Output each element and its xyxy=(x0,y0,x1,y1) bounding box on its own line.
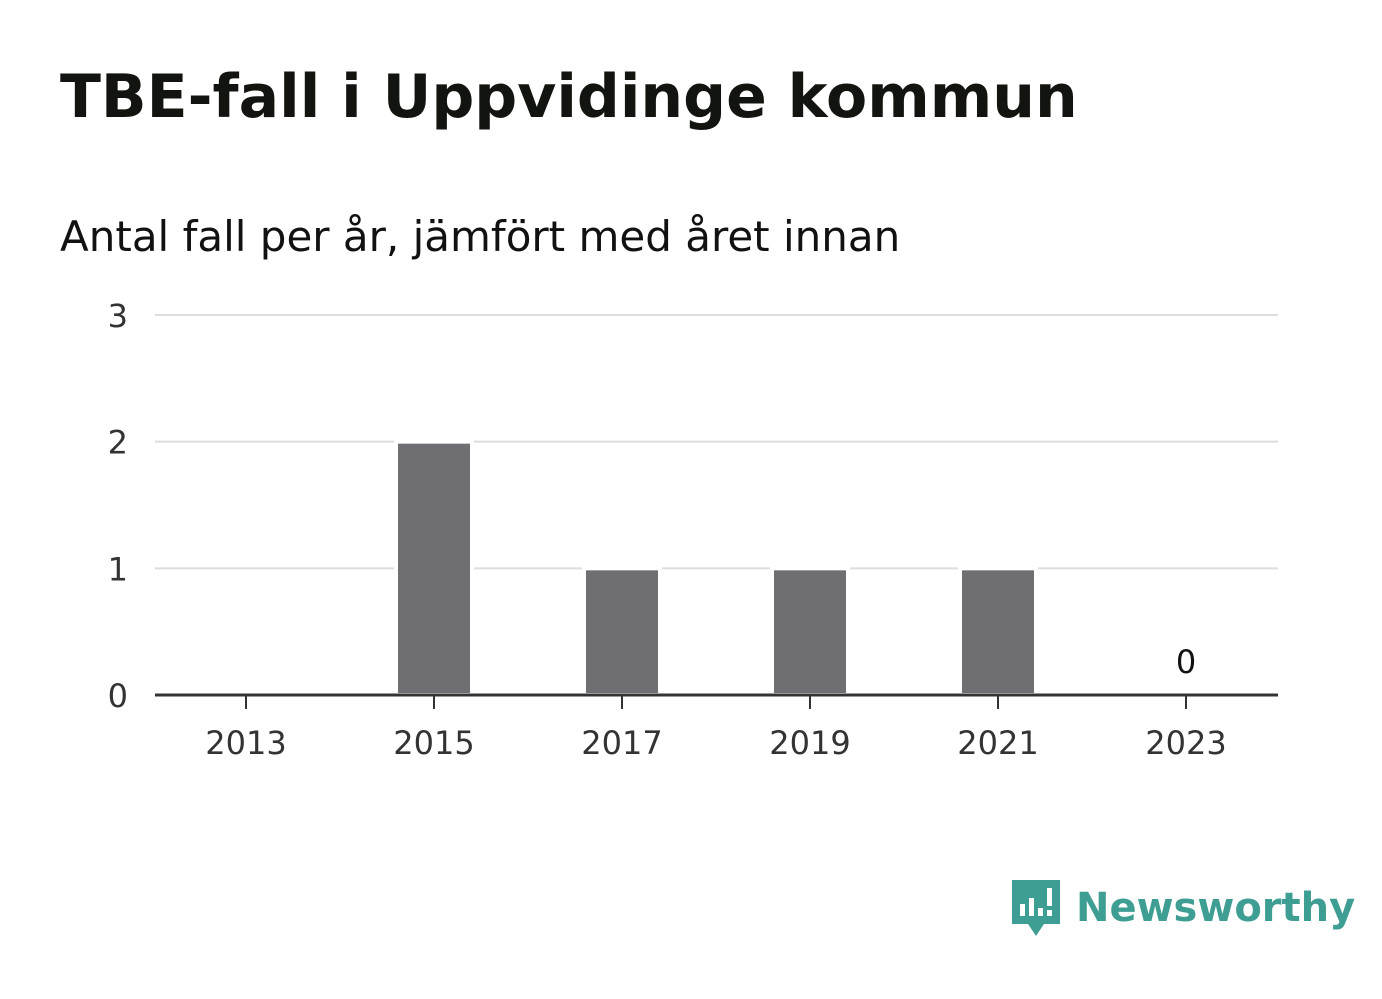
y-tick-label-3: 3 xyxy=(108,297,128,335)
y-axis-ticks: 0 1 2 3 xyxy=(108,297,128,715)
chart-subtitle: Antal fall per år, jämfört med året inna… xyxy=(60,212,901,261)
data-label-2023: 0 xyxy=(1176,643,1196,681)
y-tick-label-2: 2 xyxy=(108,424,128,462)
newsworthy-logo: Newsworthy xyxy=(1010,878,1355,938)
x-axis-ticks: 2013 2015 2017 2019 2021 2023 xyxy=(205,695,1227,762)
x-tick-label-2013: 2013 xyxy=(205,724,286,762)
data-labels: 0 xyxy=(1176,643,1196,681)
y-tick-label-1: 1 xyxy=(108,550,128,588)
bar-2015 xyxy=(394,439,474,697)
x-tick-label-2021: 2021 xyxy=(957,724,1038,762)
x-tick-label-2023: 2023 xyxy=(1145,724,1226,762)
newsworthy-brand-name: Newsworthy xyxy=(1076,885,1356,931)
y-tick-label-0: 0 xyxy=(108,677,128,715)
bars xyxy=(394,439,1038,697)
newsworthy-logo-icon xyxy=(1012,880,1060,936)
x-tick-label-2015: 2015 xyxy=(393,724,474,762)
x-tick-label-2017: 2017 xyxy=(581,724,662,762)
bar-2017 xyxy=(582,566,662,697)
bar-2019 xyxy=(770,566,850,697)
grid-lines xyxy=(155,314,1278,570)
bar-2021 xyxy=(958,566,1038,697)
x-tick-label-2019: 2019 xyxy=(769,724,850,762)
chart-title: TBE-fall i Uppvidinge kommun xyxy=(60,62,1078,132)
